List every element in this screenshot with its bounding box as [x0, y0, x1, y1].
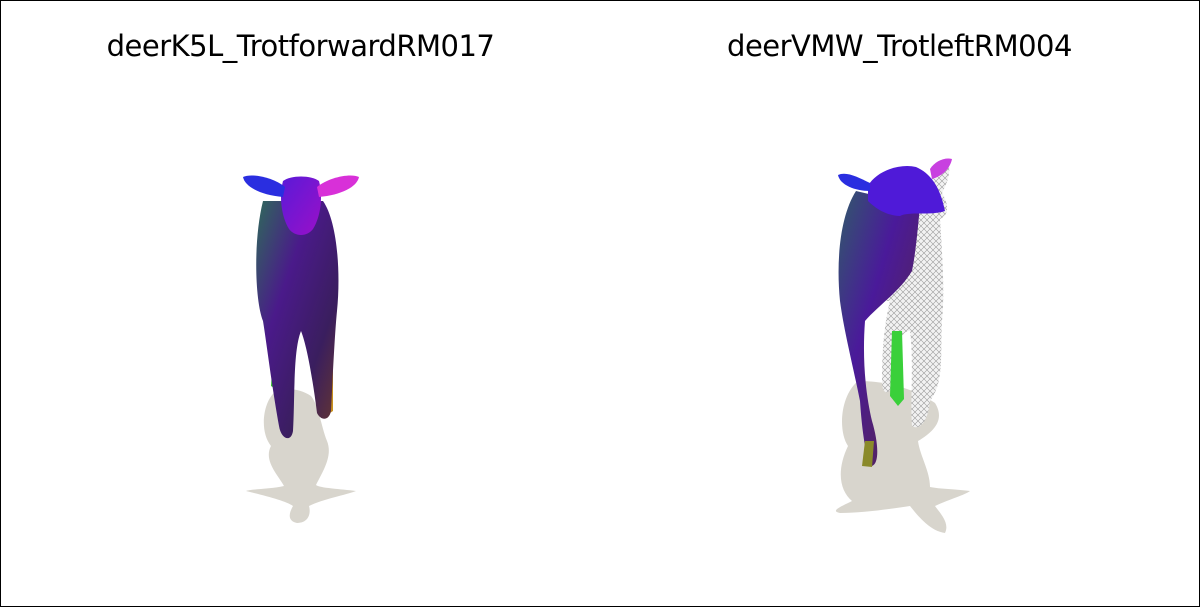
deer-head: [868, 165, 945, 216]
deer-head: [281, 176, 321, 235]
left-render-panel: deerK5L_TrotforwardRM017: [0, 0, 601, 607]
deer-body: [838, 191, 920, 466]
deer-shadow: [246, 388, 356, 523]
panel-title: deerVMW_TrotleftRM004: [727, 29, 1072, 63]
panel-title: deerK5L_TrotforwardRM017: [106, 29, 495, 63]
deer-body: [256, 201, 339, 439]
deer-hind-leg: [890, 331, 904, 406]
right-render-panel: deerVMW_TrotleftRM004: [600, 0, 1200, 607]
deer-render-left: [243, 175, 359, 523]
deer-shadow: [835, 381, 970, 533]
deer-left-ear: [838, 173, 870, 191]
deer-mesh-overlay: [870, 161, 950, 428]
deer-right-ear: [930, 158, 952, 179]
deer-render-right: [835, 158, 970, 533]
deer-front-hoof: [862, 441, 874, 467]
deer-left-ear: [243, 175, 285, 197]
deer-right-ear: [317, 175, 359, 197]
